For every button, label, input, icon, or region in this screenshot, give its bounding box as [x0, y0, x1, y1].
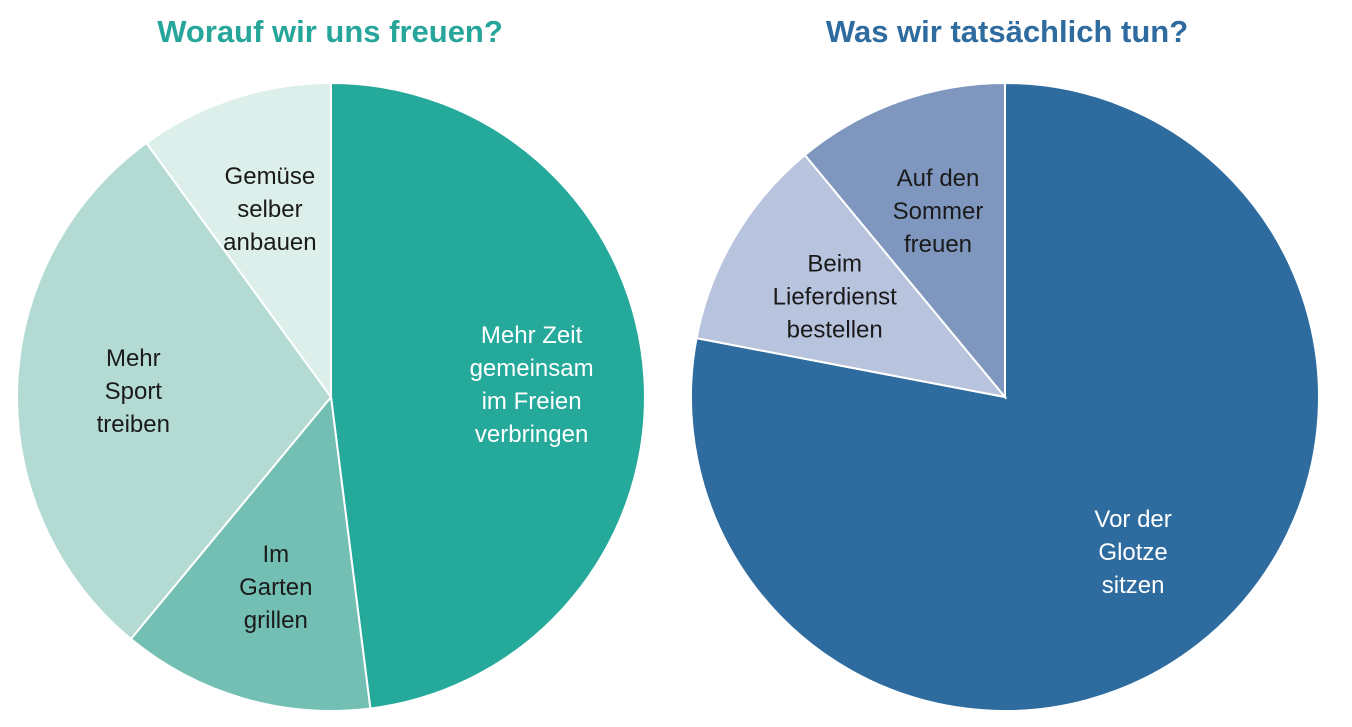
right-pie-label-line: freuen: [904, 231, 972, 258]
right-pie-label-line: Lieferdienst: [773, 283, 897, 310]
left-pie-label-line: gemeinsam: [470, 355, 594, 382]
left-pie-slice-gemuese-selber-anbauen: [145, 81, 332, 401]
left-pie-label-im-garten-grillen: Im Garten grillen: [239, 541, 312, 634]
left-pie-label-line: treiben: [97, 411, 170, 438]
left-pie-label-line: Gemüse: [225, 163, 316, 190]
right-pie-slice-auf-den-sommer-freuen: [803, 81, 1006, 400]
right-pie-label-line: sitzen: [1102, 572, 1165, 599]
right-pie-slice-beim-lieferdienst-bestellen: [695, 153, 1008, 399]
left-pie-slice-mehr-zeit-gemeinsam-im-freien-verbringen: [330, 81, 646, 710]
left-pie-label-line: Mehr Zeit: [481, 322, 583, 349]
left-pie-label-line: Sport: [105, 378, 163, 405]
left-pie-label-line: Mehr: [106, 345, 161, 372]
right-pie: Vor der Glotze sitzen Beim Lieferdienst beste…: [689, 81, 1320, 712]
left-pie-slice-im-garten-grillen: [129, 394, 372, 712]
right-pie-label-vor-der-glotze-sitzen: Vor der Glotze sitzen: [1094, 506, 1171, 599]
left-pie-label-gemuese-selber-anbauen: Gemüse selber anbauen: [223, 163, 316, 256]
left-pie-label-line: verbringen: [475, 421, 588, 448]
right-chart-title: Was wir tatsächlich tun?: [825, 14, 1189, 49]
right-pie-slice-vor-der-glotze-sitzen: [689, 81, 1320, 712]
right-pie-label-line: Auf den: [897, 165, 980, 192]
right-pie-label-line: Beim: [807, 250, 862, 277]
right-pie-label-line: bestellen: [787, 316, 883, 343]
right-pie-label-line: Vor der: [1094, 506, 1171, 533]
right-pie-label-line: Sommer: [893, 198, 984, 225]
left-pie-label-line: im Freien: [482, 388, 582, 415]
right-pie-label-line: Glotze: [1098, 539, 1167, 566]
left-pie-label-line: Garten: [239, 574, 312, 601]
left-pie-label-line: grillen: [244, 607, 308, 634]
right-pie-label-beim-lieferdienst-bestellen: Beim Lieferdienst bestellen: [773, 250, 897, 343]
left-pie-label-line: selber: [237, 196, 302, 223]
left-pie-label-line: anbauen: [223, 229, 316, 256]
left-pie-slice-mehr-sport-treiben: [16, 141, 333, 641]
left-pie-label-mehr-zeit-gemeinsam-im-freien-verbringen: Mehr Zeit gemeinsam im Freien verbringen: [470, 322, 594, 448]
left-pie-label-line: Im: [262, 541, 289, 568]
left-chart-title: Worauf wir uns freuen?: [157, 14, 503, 49]
right-pie-label-auf-den-sommer-freuen: Auf den Sommer freuen: [893, 165, 984, 258]
left-pie-label-mehr-sport-treiben: Mehr Sport treiben: [97, 345, 170, 438]
left-pie: Mehr Zeit gemeinsam im Freien verbringen Im G…: [16, 81, 646, 712]
